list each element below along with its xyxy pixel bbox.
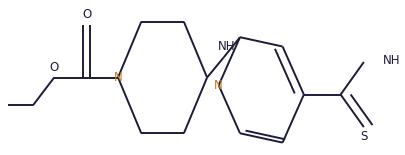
- Text: 2: 2: [403, 56, 405, 65]
- Text: NH: NH: [382, 54, 400, 67]
- Text: NH: NH: [217, 40, 235, 53]
- Text: S: S: [359, 130, 367, 143]
- Text: N: N: [214, 79, 222, 92]
- Text: O: O: [82, 8, 91, 21]
- Text: N: N: [113, 71, 122, 84]
- Text: O: O: [49, 61, 59, 74]
